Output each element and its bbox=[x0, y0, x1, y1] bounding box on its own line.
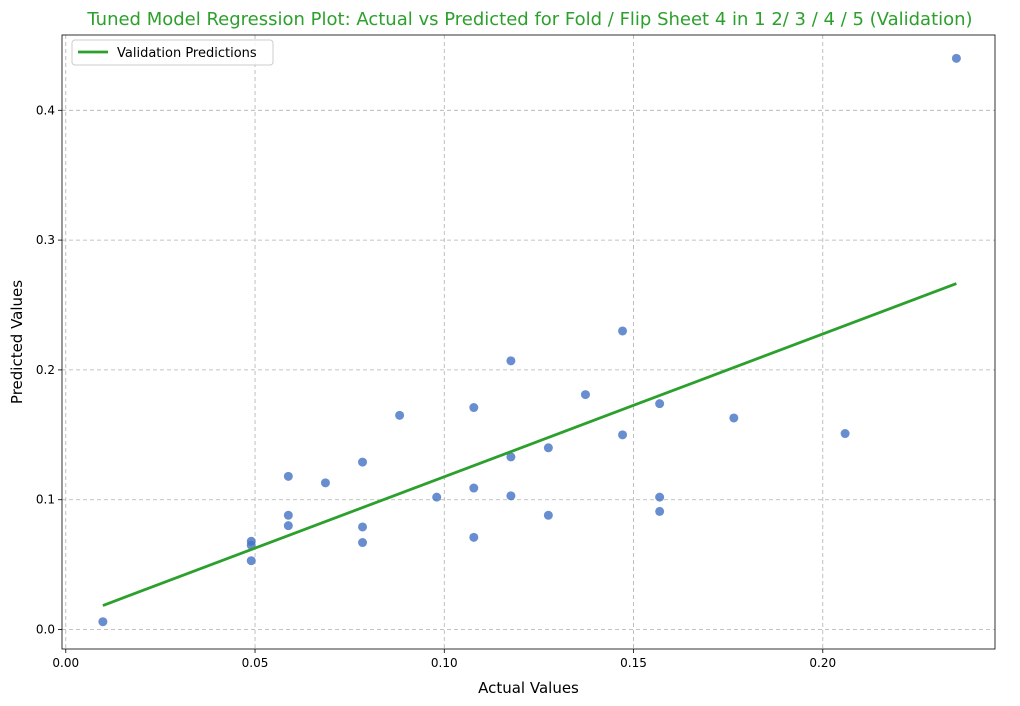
regression-line bbox=[102, 282, 957, 607]
x-tick-label: 0.20 bbox=[809, 656, 836, 670]
scatter-point bbox=[432, 492, 442, 502]
scatter-point bbox=[618, 326, 628, 336]
scatter-point bbox=[283, 471, 293, 481]
scatter-point bbox=[358, 457, 368, 467]
scatter-point bbox=[283, 521, 293, 531]
scatter-point bbox=[469, 403, 479, 413]
x-tick-label: 0.10 bbox=[431, 656, 458, 670]
y-axis: 0.0 0.1 0.2 0.3 0.4 bbox=[36, 103, 62, 637]
scatter-point bbox=[358, 538, 368, 548]
scatter-points bbox=[98, 53, 961, 627]
y-tick-label: 0.1 bbox=[36, 493, 55, 507]
scatter-point bbox=[951, 53, 961, 63]
plot-area-frame bbox=[61, 34, 996, 650]
scatter-point bbox=[506, 491, 516, 501]
scatter-point bbox=[469, 483, 479, 493]
y-tick-label: 0.0 bbox=[36, 623, 55, 637]
scatter-point bbox=[506, 356, 516, 366]
y-tick-label: 0.3 bbox=[36, 233, 55, 247]
scatter-point bbox=[543, 510, 553, 520]
scatter-point bbox=[840, 429, 850, 439]
x-tick-label: 0.15 bbox=[620, 656, 647, 670]
legend: Validation Predictions bbox=[71, 39, 274, 66]
scatter-point bbox=[618, 430, 628, 440]
grid-lines bbox=[62, 35, 995, 649]
scatter-point bbox=[246, 556, 256, 566]
scatter-point bbox=[506, 452, 516, 462]
x-axis-label: Actual Values bbox=[478, 679, 579, 697]
y-axis-label: Predicted Values bbox=[8, 280, 26, 404]
scatter-point bbox=[655, 506, 665, 516]
scatter-point bbox=[729, 413, 739, 423]
y-tick-label: 0.2 bbox=[36, 363, 55, 377]
scatter-point bbox=[320, 478, 330, 488]
scatter-point bbox=[358, 522, 368, 532]
scatter-point bbox=[543, 443, 553, 453]
scatter-point bbox=[655, 492, 665, 502]
scatter-point bbox=[580, 390, 590, 400]
legend-box bbox=[71, 39, 274, 66]
x-tick-label: 0.00 bbox=[52, 656, 79, 670]
scatter-point bbox=[395, 410, 405, 420]
chart-title: Tuned Model Regression Plot: Actual vs P… bbox=[86, 9, 972, 30]
x-tick-label: 0.05 bbox=[242, 656, 269, 670]
scatter-point bbox=[283, 510, 293, 520]
scatter-point bbox=[98, 617, 108, 627]
scatter-point bbox=[655, 399, 665, 409]
scatter-point bbox=[469, 532, 479, 542]
legend-label: Validation Predictions bbox=[117, 46, 257, 61]
x-axis: 0.00 0.05 0.10 0.15 0.20 bbox=[52, 649, 836, 670]
y-tick-label: 0.4 bbox=[36, 103, 55, 117]
